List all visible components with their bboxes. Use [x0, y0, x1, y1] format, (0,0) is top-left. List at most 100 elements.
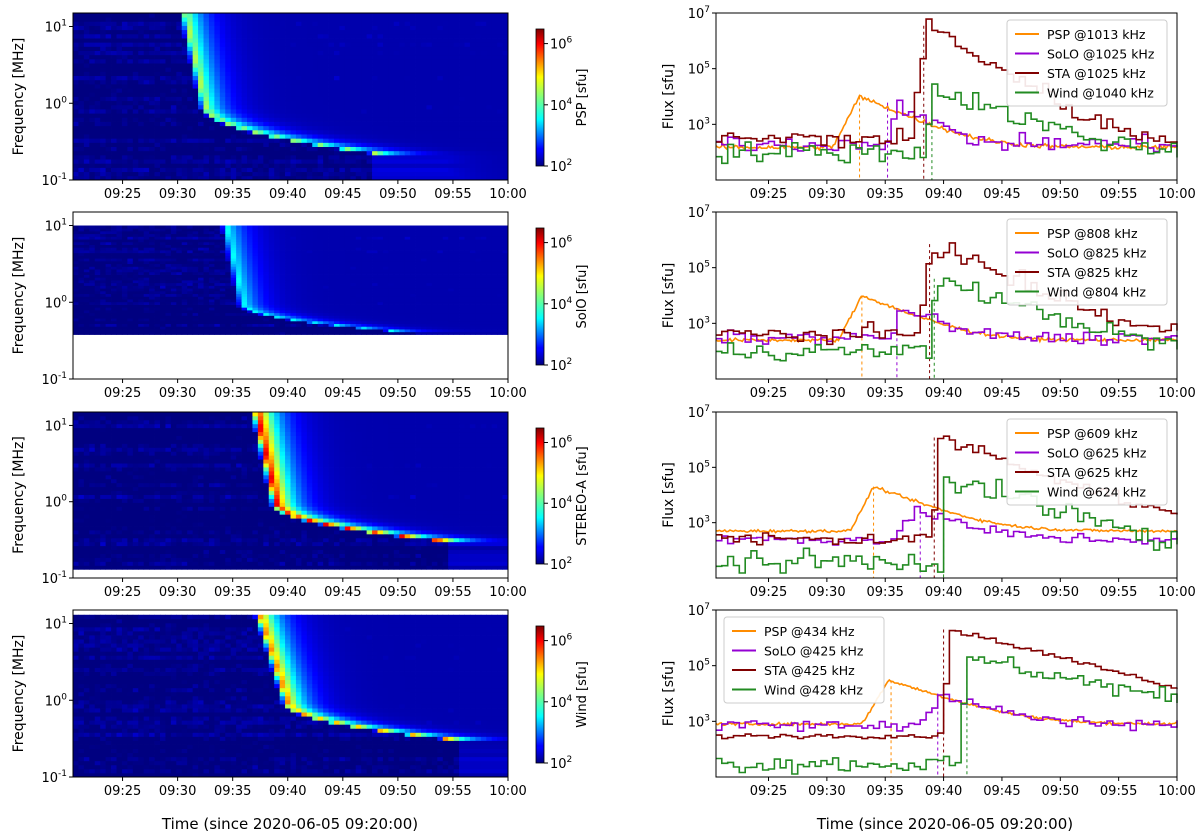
spectrogram-cell — [203, 75, 210, 81]
spectrogram-cell — [410, 17, 416, 22]
spectrogram-cell — [181, 17, 188, 22]
spectrogram-cell — [219, 171, 226, 177]
spectrogram-cell — [421, 323, 427, 327]
spectrogram-cell — [475, 109, 482, 114]
spectrogram-cell — [127, 63, 134, 68]
spectrogram-cell — [366, 146, 373, 152]
spectrogram-cell — [203, 46, 210, 51]
spectrogram-cell — [290, 163, 297, 168]
spectrogram-cell — [491, 175, 498, 181]
spectrogram-cell — [165, 299, 172, 303]
spectrogram-cell — [306, 58, 313, 64]
spectrogram-cell — [257, 88, 264, 93]
spectrogram-cell — [377, 54, 384, 60]
spectrogram-cell — [377, 125, 384, 131]
spectrogram-cell — [295, 285, 302, 289]
spectrogram-cell — [154, 309, 161, 314]
spectrogram-cell — [334, 293, 340, 297]
spectrogram-cell — [312, 290, 319, 295]
spectrogram-cell — [355, 88, 362, 93]
spectrogram-cell — [73, 159, 79, 164]
spectrogram-cell — [404, 92, 411, 97]
spectrogram-cell — [78, 290, 85, 295]
spectrogram-cell — [486, 304, 493, 308]
spectrogram-cell — [225, 171, 232, 177]
spectrogram-cell — [198, 146, 204, 152]
spectrogram-cell — [464, 315, 471, 319]
spectrogram-cell — [279, 163, 286, 168]
spectrogram-cell — [268, 326, 275, 330]
spectrogram-cell — [421, 320, 427, 325]
spectrogram-cell — [295, 121, 302, 127]
spectrogram-cell — [236, 315, 242, 319]
spectrogram-cell — [252, 138, 259, 143]
spectrogram-cell — [149, 33, 155, 39]
spectrogram-cell — [230, 46, 237, 51]
spectrogram-cell — [121, 109, 128, 114]
spectrogram-cell — [431, 288, 438, 292]
spectrogram-cell — [257, 274, 264, 278]
spectrogram-cell — [285, 33, 291, 39]
spectrogram-cell — [431, 142, 438, 147]
spectrogram-cell — [143, 142, 150, 147]
spectrogram-cell — [247, 71, 253, 77]
spectrogram-cell — [431, 38, 438, 43]
spectrogram-cell — [181, 299, 188, 303]
spectrogram-cell — [274, 117, 281, 122]
spectrogram-cell — [89, 326, 96, 330]
spectrogram-cell — [105, 104, 112, 110]
spectrogram-cell — [301, 163, 308, 168]
spectrogram-cell — [149, 54, 155, 60]
spectrogram-cell — [372, 134, 378, 139]
spectrogram-cell — [73, 75, 79, 81]
spectrogram-cell — [154, 146, 161, 152]
spectrogram-cell — [366, 96, 373, 102]
spectrogram-cell — [143, 96, 150, 102]
spectrogram-cell — [410, 167, 416, 173]
spectrogram-cell — [187, 315, 194, 319]
spectrogram-cell — [415, 167, 422, 173]
spectrogram-cell — [328, 63, 335, 68]
spectrogram-cell — [453, 25, 460, 31]
spectrogram-cell — [442, 71, 449, 77]
spectrogram-cell — [230, 50, 237, 56]
spectrogram-cell — [170, 171, 177, 177]
spectrogram-cell — [431, 320, 438, 325]
spectrogram-cell — [377, 318, 384, 322]
spectrogram-cell — [366, 331, 373, 335]
spectrogram-cell — [377, 13, 384, 18]
spectrogram-cell — [73, 83, 79, 89]
spectrogram-cell — [181, 117, 188, 122]
spectrogram-cell — [160, 154, 166, 160]
spectrogram-cell — [317, 38, 324, 43]
spectrogram-cell — [285, 296, 291, 300]
spectrogram-cell — [274, 154, 281, 160]
spectrogram-cell — [143, 304, 150, 308]
spectrogram-cell — [138, 309, 145, 314]
spectrogram-cell — [442, 42, 449, 47]
spectrogram-cell — [89, 329, 96, 333]
spectrogram-cell — [339, 163, 346, 168]
spectrogram-cell — [230, 312, 237, 316]
spectrogram-cell — [399, 113, 406, 118]
spectrogram-cell — [301, 282, 308, 286]
spectrogram-cell — [252, 315, 259, 319]
spectrogram-cell — [372, 50, 378, 56]
spectrogram-cell — [421, 315, 427, 319]
spectrogram-cell — [497, 58, 503, 64]
spectrogram-cell — [464, 299, 471, 303]
spectrogram-cell — [236, 301, 242, 305]
spectrogram-cell — [350, 134, 357, 139]
spectrogram-cell — [404, 42, 411, 47]
spectrogram-cell — [415, 307, 422, 311]
spectrogram-cell — [127, 326, 134, 330]
spectrogram-cell — [366, 117, 373, 122]
spectrogram-cell — [94, 309, 101, 314]
spectrogram-cell — [421, 104, 427, 110]
spectrogram-cell — [377, 138, 384, 143]
spectrogram-cell — [306, 167, 313, 173]
spectrogram-cell — [469, 75, 476, 81]
spectrogram-cell — [421, 138, 427, 143]
spectrogram-cell — [323, 142, 329, 147]
spectrogram-cell — [377, 309, 384, 314]
